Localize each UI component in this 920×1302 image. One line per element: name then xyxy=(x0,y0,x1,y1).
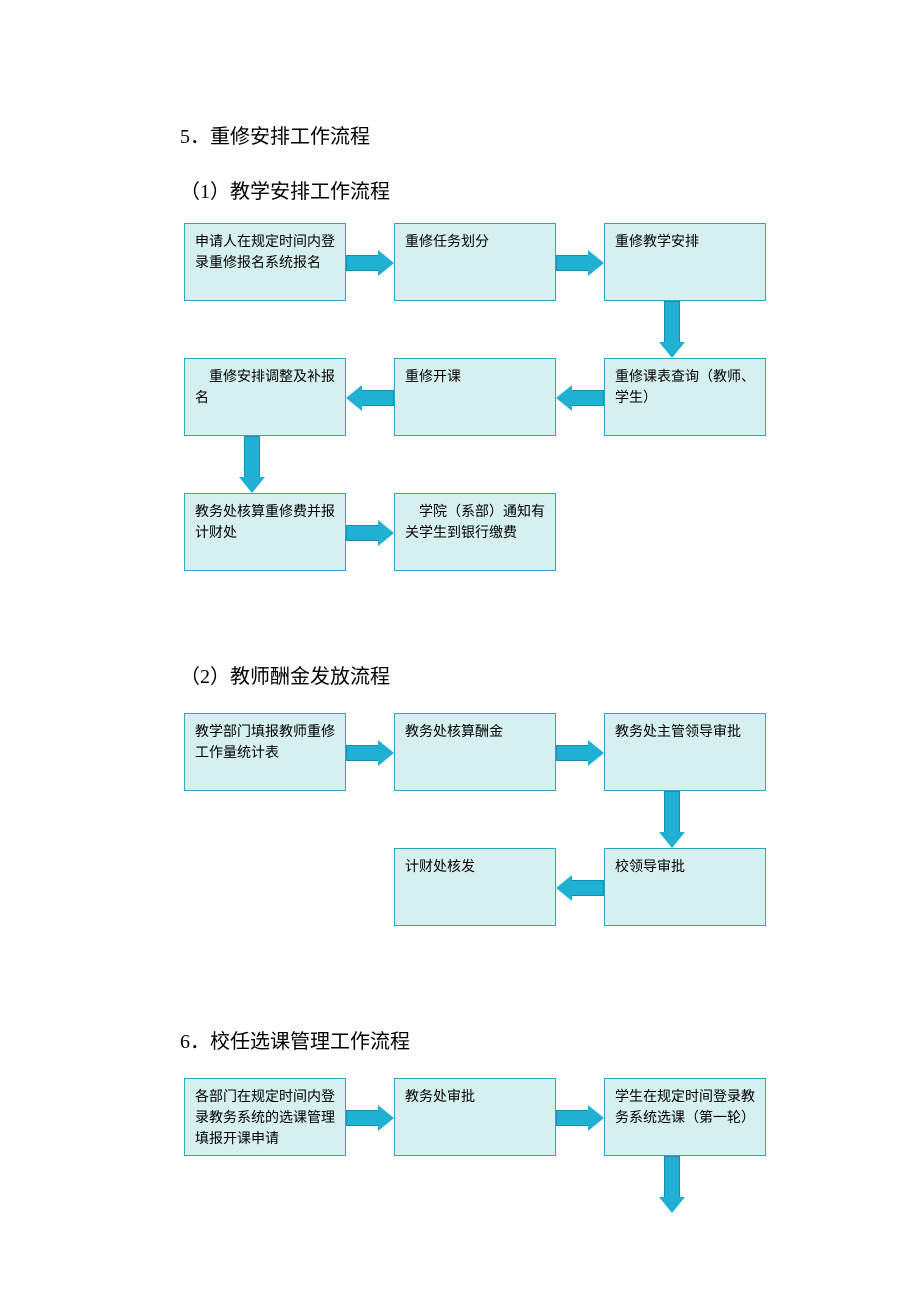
flow3-node-n1: 各部门在规定时间内登录教务系统的选课管理填报开课申请 xyxy=(184,1078,346,1156)
flow3-node-n2: 教务处审批 xyxy=(394,1078,556,1156)
flow3-node-n3: 学生在规定时间登录教务系统选课（第一轮） xyxy=(604,1078,766,1156)
flow1-node-n8: 学院（系部）通知有关学生到银行缴费 xyxy=(394,493,556,571)
flow1-node-n3: 重修教学安排 xyxy=(604,223,766,301)
heading-h5: 5．重修安排工作流程 xyxy=(180,120,370,149)
flow1-node-n5: 重修开课 xyxy=(394,358,556,436)
flow2-arrow-a45 xyxy=(556,875,604,901)
flow1-node-n7: 教务处核算重修费并报计财处 xyxy=(184,493,346,571)
flow1-node-n6: 重修安排调整及补报名 xyxy=(184,358,346,436)
flow2-node-n5: 计财处核发 xyxy=(394,848,556,926)
flow1-arrow-a67 xyxy=(239,436,265,493)
flow1-arrow-a34 xyxy=(659,301,685,358)
flow3-arrow-a3d xyxy=(659,1156,685,1213)
flow1-node-n2: 重修任务划分 xyxy=(394,223,556,301)
flow1-node-n4: 重修课表查询（教师、学生） xyxy=(604,358,766,436)
flow3-arrow-a12 xyxy=(346,1105,394,1131)
page: 5．重修安排工作流程 （1）教学安排工作流程 （2）教师酬金发放流程 6．校任选课管理… xyxy=(0,0,920,1302)
flow1-arrow-a45 xyxy=(556,385,604,411)
flow2-node-n4: 校领导审批 xyxy=(604,848,766,926)
flow2-arrow-a23 xyxy=(556,740,604,766)
heading-h5_1: （1）教学安排工作流程 xyxy=(180,175,390,204)
flow2-arrow-a34 xyxy=(659,791,685,848)
flow3-arrow-a23 xyxy=(556,1105,604,1131)
flow1-arrow-a12 xyxy=(346,250,394,276)
flow1-arrow-a56 xyxy=(346,385,394,411)
flow1-node-n1: 申请人在规定时间内登录重修报名系统报名 xyxy=(184,223,346,301)
flow1-arrow-a23 xyxy=(556,250,604,276)
flow2-node-n1: 教学部门填报教师重修工作量统计表 xyxy=(184,713,346,791)
heading-h6: 6．校任选课管理工作流程 xyxy=(180,1025,410,1054)
flow2-node-n2: 教务处核算酬金 xyxy=(394,713,556,791)
flow2-node-n3: 教务处主管领导审批 xyxy=(604,713,766,791)
flow1-arrow-a78 xyxy=(346,520,394,546)
heading-h5_2: （2）教师酬金发放流程 xyxy=(180,660,390,689)
flow2-arrow-a12 xyxy=(346,740,394,766)
